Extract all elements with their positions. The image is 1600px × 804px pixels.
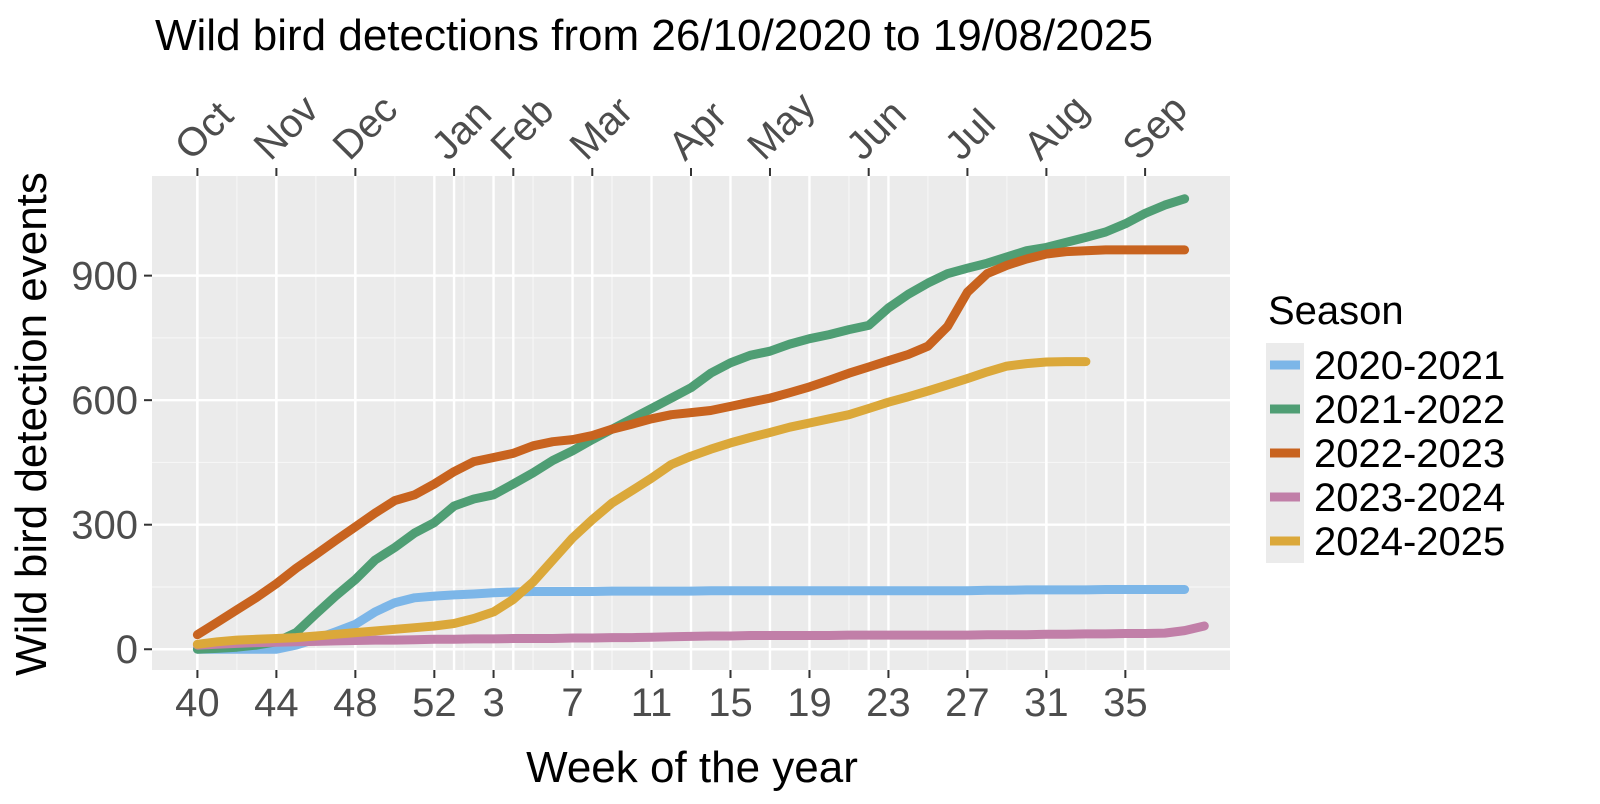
month-label: Oct [167,93,242,168]
chart-title: Wild bird detections from 26/10/2020 to … [155,11,1153,60]
y-axis: 0 300 600 900 [71,255,152,672]
x-tick-label: 52 [412,681,457,725]
series-line-2024-2025 [192,357,1091,649]
x-tick-label: 35 [1103,681,1148,725]
x-tick-label: 44 [254,681,299,725]
y-axis-title: Wild bird detection events [7,172,56,676]
month-label: Nov [246,87,327,168]
month-label: Aug [1016,87,1097,168]
month-label: Sep [1114,87,1195,168]
month-label: Apr [660,93,735,168]
month-label: Jul [937,101,1004,168]
x-tick-label: 40 [175,681,220,725]
month-label: Dec [325,87,406,168]
month-label: Mar [562,89,642,169]
series-line-2021-2022 [192,194,1190,654]
y-tick-label: 900 [71,255,138,299]
y-tick-label: 600 [71,379,138,423]
x-axis-title: Week of the year [526,743,858,792]
x-tick-label: 19 [787,681,832,725]
x-tick-label: 3 [482,681,504,725]
series-line-2023-2024 [192,621,1209,650]
series-line-2022-2023 [192,245,1190,640]
x-tick-label: 11 [631,681,673,725]
legend-title: Season [1268,289,1404,333]
x-tick-label: 15 [708,681,753,725]
series-line-2020-2021 [192,585,1190,654]
x-tick-label: 23 [866,681,911,725]
y-tick-label: 0 [116,628,138,672]
x-tick-label: 27 [945,681,990,725]
month-label: Jun [838,92,915,169]
month-label: Feb [483,89,563,169]
x-axis: 40 44 48 52 3 7 11 15 19 23 27 31 35 [175,670,1148,725]
plot-area [152,176,1230,670]
legend-label: 2020-2021 [1314,344,1505,388]
legend-label: 2022-2023 [1314,432,1505,476]
legend-label: 2021-2022 [1314,388,1505,432]
x-tick-label: 48 [333,681,378,725]
legend-label: 2024-2025 [1314,520,1505,564]
legend-label: 2023-2024 [1314,476,1505,520]
x-tick-label: 31 [1024,681,1069,725]
legend: Season 2020-20212021-20222022-20232023-2… [1266,289,1505,564]
y-tick-label: 300 [71,504,138,548]
month-label: May [739,84,824,169]
x-tick-label: 7 [561,681,583,725]
